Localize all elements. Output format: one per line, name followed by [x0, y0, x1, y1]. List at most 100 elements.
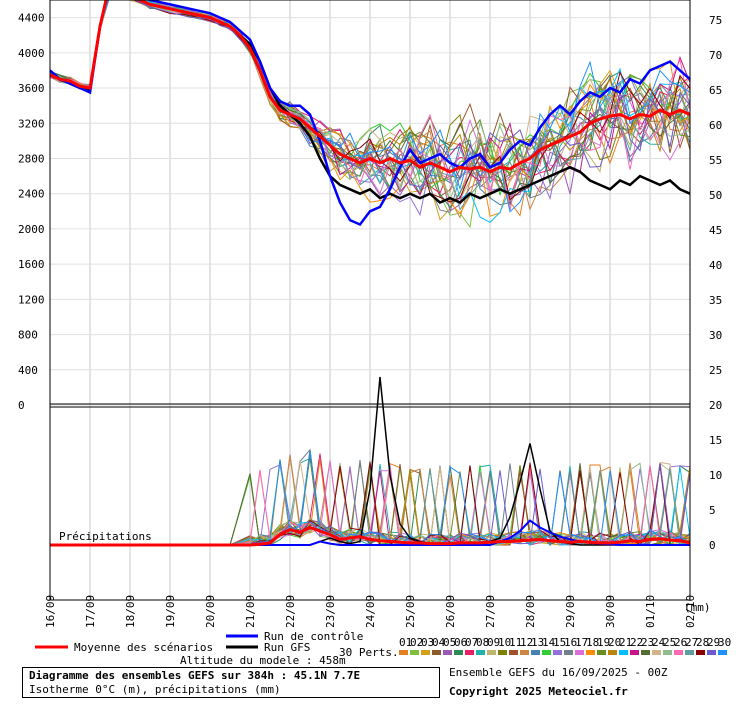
x-tick-label: 18/09 [124, 595, 137, 628]
right-tick-label: 35 [709, 294, 722, 307]
left-tick-label: 4000 [18, 47, 45, 60]
pert-swatch [608, 650, 617, 655]
pert-swatch [498, 650, 507, 655]
copyright: Copyright 2025 Meteociel.fr [449, 685, 628, 698]
pert-swatch [432, 650, 441, 655]
x-tick-label: 28/09 [524, 595, 537, 628]
pert-number: 18 [586, 636, 599, 649]
pert-number: 10 [498, 636, 511, 649]
pert-swatch [564, 650, 573, 655]
pert-swatch [707, 650, 716, 655]
pert-number: 08 [476, 636, 489, 649]
plot-frame [49, 0, 691, 601]
right-tick-label: 45 [709, 224, 722, 237]
x-tick-label: 02/10 [684, 595, 697, 628]
legend-control-label: Run de contrôle [264, 630, 363, 643]
pert-number: 15 [553, 636, 566, 649]
pert-swatch [597, 650, 606, 655]
precip-label: Précipitations [59, 530, 152, 543]
pert-swatch [443, 650, 452, 655]
pert-number: 09 [487, 636, 500, 649]
pert-number: 26 [674, 636, 687, 649]
right-tick-label: 25 [709, 364, 722, 377]
right-tick-label: 70 [709, 49, 722, 62]
right-tick-label: 50 [709, 189, 722, 202]
grid [49, 0, 691, 600]
pert-swatch [575, 650, 584, 655]
x-tick-label: 21/09 [244, 595, 257, 628]
pert-swatch [696, 650, 705, 655]
left-tick-label: 4400 [18, 12, 45, 25]
left-tick-label: 1600 [18, 258, 45, 271]
legend-pert-swatches: 0102030405060708091011121314151617181920… [399, 636, 731, 655]
x-tick-label: 17/09 [84, 595, 97, 628]
pert-number: 29 [707, 636, 720, 649]
pert-number: 17 [575, 636, 588, 649]
pert-number: 28 [696, 636, 709, 649]
pert-number: 27 [685, 636, 698, 649]
x-tick-label: 22/09 [284, 595, 297, 628]
legend-gfs-label: Run GFS [264, 641, 310, 654]
right-tick-label: 5 [709, 504, 716, 517]
right-axis-unit: (mm) [684, 601, 711, 614]
x-tick-label: 20/09 [204, 595, 217, 628]
right-tick-label: 40 [709, 259, 722, 272]
pert-swatch [619, 650, 628, 655]
right-tick-label: 15 [709, 434, 722, 447]
pert-swatch [641, 650, 650, 655]
mean-precip-line [50, 525, 691, 547]
pert-number: 16 [564, 636, 577, 649]
pert-swatch [410, 650, 419, 655]
pert-number: 04 [432, 636, 446, 649]
pert-number: 07 [465, 636, 478, 649]
right-tick-label: 55 [709, 154, 722, 167]
pert-swatch [652, 650, 661, 655]
left-tick-label: 3600 [18, 82, 45, 95]
legend-perts-label: 30 Perts. [339, 646, 399, 659]
pert-number: 12 [520, 636, 533, 649]
x-tick-label: 23/09 [324, 595, 337, 628]
x-tick-label: 19/09 [164, 595, 177, 628]
x-tick-label: 24/09 [364, 595, 377, 628]
pert-number: 01 [399, 636, 412, 649]
pert-number: 06 [454, 636, 467, 649]
left-tick-label: 2000 [18, 223, 45, 236]
pert-number: 30 [718, 636, 731, 649]
pert-freezing-line [49, 0, 691, 211]
pert-freezing-line [49, 0, 691, 194]
pert-number: 20 [608, 636, 621, 649]
x-tick-label: 16/09 [44, 595, 57, 628]
pert-number: 02 [410, 636, 423, 649]
main-series [49, 0, 691, 547]
pert-swatch [487, 650, 496, 655]
pert-number: 21 [619, 636, 632, 649]
pert-swatch [674, 650, 683, 655]
pert-swatch [542, 650, 551, 655]
x-tick-label: 30/09 [604, 595, 617, 628]
legend-mean-label: Moyenne des scénarios [74, 641, 213, 654]
x-tick-label: 27/09 [484, 595, 497, 628]
legend: Moyenne des scénarios Run de contrôle Ru… [35, 630, 731, 667]
pert-swatch [685, 650, 694, 655]
pert-swatch [531, 650, 540, 655]
right-tick-label: 0 [709, 539, 716, 552]
right-tick-label: 10 [709, 469, 722, 482]
pert-swatch [465, 650, 474, 655]
x-tick-label: 29/09 [564, 595, 577, 628]
left-tick-label: 3200 [18, 117, 45, 130]
x-tick-label: 25/09 [404, 595, 417, 628]
control-freezing-line [49, 0, 691, 227]
pert-number: 23 [641, 636, 654, 649]
left-tick-label: 2400 [18, 188, 45, 201]
right-tick-label: 60 [709, 119, 722, 132]
pert-swatch [718, 650, 727, 655]
pert-number: 19 [597, 636, 610, 649]
pert-number: 25 [663, 636, 676, 649]
pert-number: 13 [531, 636, 544, 649]
pert-swatch [476, 650, 485, 655]
pert-swatch [630, 650, 639, 655]
left-tick-label: 400 [18, 364, 38, 377]
pert-swatch [399, 650, 408, 655]
